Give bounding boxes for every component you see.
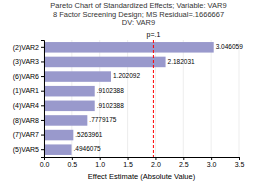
tick-label: (4)VAR4 [13, 102, 39, 110]
data-label: .9102388 [97, 87, 124, 94]
tick-label: 3.0 [207, 161, 217, 168]
bar [44, 130, 73, 141]
reference-line [153, 40, 154, 157]
bar [44, 57, 166, 68]
tick-label: 3.5 [235, 161, 245, 168]
tick-label: 2.0 [151, 161, 161, 168]
tick: 3.5 [235, 157, 245, 168]
tick-label: 1.0 [95, 161, 105, 168]
tick: (7)VAR7 [13, 131, 44, 139]
tick-mark [41, 149, 44, 150]
data-labels: 3.046059 2.182031 1.202092 .9102388 .9102388… [74, 43, 244, 152]
data-label: .4946075 [74, 145, 101, 152]
bar [44, 115, 87, 126]
data-label: 1.202092 [113, 72, 140, 79]
tick-mark [41, 76, 44, 77]
x-axis: 0.0 0.5 1.0 1.5 2.0 2.5 3.0 3.5 [40, 157, 245, 168]
grid-line [211, 40, 212, 157]
tick-mark [155, 157, 156, 160]
bar [44, 71, 111, 82]
marks [44, 40, 214, 157]
tick-label: 2.5 [179, 161, 189, 168]
tick-label: (8)VAR8 [13, 117, 39, 125]
data-label: .7779175 [89, 116, 116, 123]
tick-mark [239, 157, 240, 160]
tick: (3)VAR3 [13, 58, 44, 66]
tick-label: (5)VAR5 [13, 146, 39, 154]
chart-container: Pareto Chart of Standardized Effects; Va… [0, 0, 277, 182]
tick-mark [41, 120, 44, 121]
bar [44, 101, 95, 112]
bar [44, 42, 214, 53]
grid [44, 40, 239, 157]
tick-mark [41, 47, 44, 48]
tick: (4)VAR4 [13, 102, 44, 110]
tick-label: (3)VAR3 [13, 58, 39, 66]
tick-label: 0.0 [40, 161, 50, 168]
tick-label: 1.5 [123, 161, 133, 168]
data-label: 3.046059 [216, 43, 243, 50]
tick-label: 0.5 [67, 161, 77, 168]
bar [44, 144, 72, 155]
tick-label: (2)VAR2 [13, 44, 39, 52]
x-axis-title: Effect Estimate (Absolute Value) [88, 172, 196, 181]
tick-mark [41, 91, 44, 92]
tick-mark [211, 157, 212, 160]
tick: 2.0 [151, 157, 161, 168]
tick: (5)VAR5 [13, 146, 44, 154]
tick-mark [72, 157, 73, 160]
tick: (1)VAR1 [13, 87, 44, 95]
axis-line [45, 158, 240, 161]
chart-svg: Pareto Chart of Standardized Effects; Va… [0, 0, 277, 182]
tick-mark [41, 61, 44, 62]
data-label: .9102388 [97, 102, 124, 109]
tick: (6)VAR6 [13, 73, 44, 81]
subtitle: DV: VAR9 [122, 18, 155, 27]
tick-mark [128, 157, 129, 160]
data-label: .5263961 [75, 131, 102, 138]
tick-label: (6)VAR6 [13, 73, 39, 81]
reference-label: p=.1 [147, 31, 161, 39]
tick: 0.5 [67, 157, 77, 168]
bar [44, 86, 95, 97]
grid-line [239, 40, 240, 157]
tick-label: (7)VAR7 [13, 131, 39, 139]
tick: 2.5 [179, 157, 189, 168]
tick-mark [41, 135, 44, 136]
axis-line [41, 41, 45, 158]
tick: 1.5 [123, 157, 133, 168]
data-label: 2.182031 [168, 58, 195, 65]
tick-mark [41, 105, 44, 106]
plot: p=.1 3.046059 2.182031 1.202092 .9102388 .910… [13, 31, 245, 168]
tick-label: (1)VAR1 [13, 87, 39, 95]
tick: (2)VAR2 [13, 44, 44, 52]
y-axis: (2)VAR2 (3)VAR3 (6)VAR6 (1)VAR1 (4)VAR4 (8)VA… [13, 41, 45, 158]
tick: 1.0 [95, 157, 105, 168]
tick: (8)VAR8 [13, 117, 44, 125]
tick: 0.0 [40, 157, 50, 168]
tick-mark [100, 157, 101, 160]
tick: 3.0 [207, 157, 217, 168]
tick-mark [183, 157, 184, 160]
